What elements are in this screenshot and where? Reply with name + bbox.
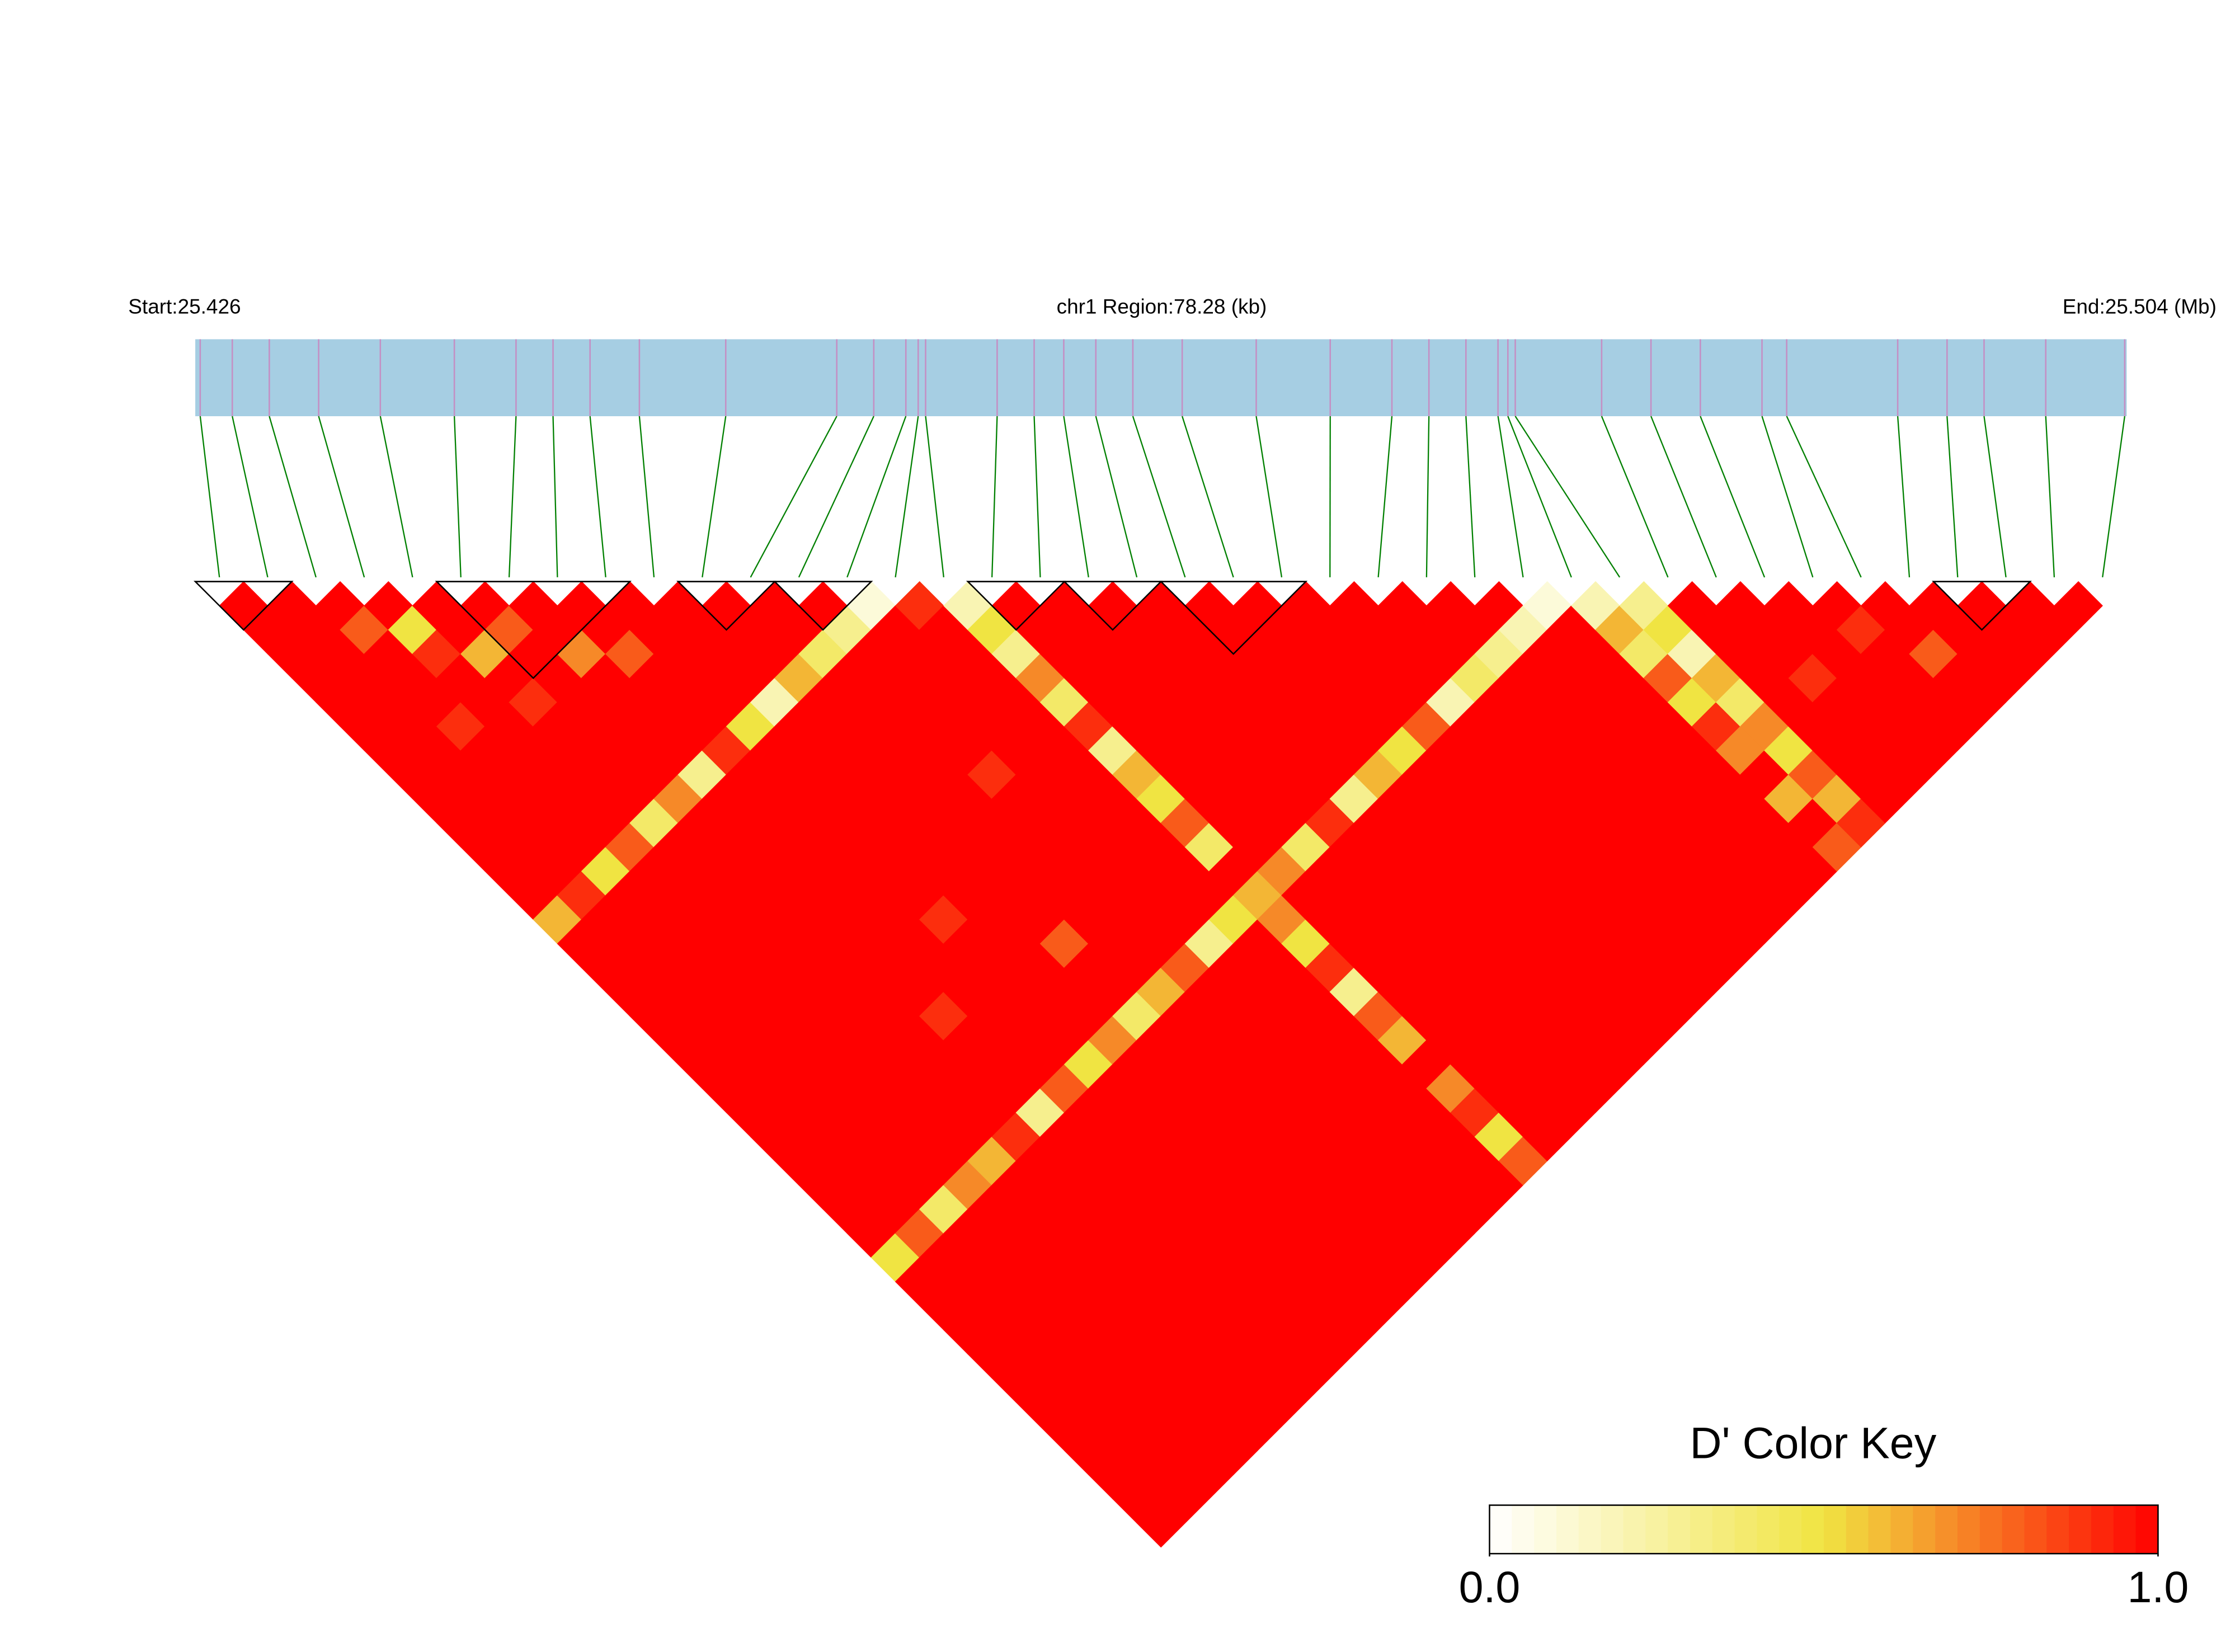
snp-connector bbox=[2102, 416, 2125, 578]
snp-connector bbox=[1761, 416, 1814, 578]
snp-connector bbox=[1377, 416, 1393, 578]
snp-connector bbox=[1033, 416, 1041, 577]
color-key-step bbox=[1556, 1505, 1579, 1554]
snp-connector bbox=[702, 416, 727, 578]
color-key-step bbox=[1623, 1505, 1646, 1554]
snp-connector bbox=[1425, 416, 1430, 577]
color-key-step bbox=[1957, 1505, 1980, 1554]
color-key-step bbox=[1512, 1505, 1535, 1554]
color-key-tick-label: 1.0 bbox=[2128, 1562, 2189, 1612]
snp-connector bbox=[1897, 416, 1911, 577]
color-key-step bbox=[1868, 1505, 1891, 1554]
snp-connector bbox=[199, 416, 220, 578]
snp-connector bbox=[589, 416, 606, 578]
start-label: Start:25.426 bbox=[128, 295, 241, 318]
color-key-step bbox=[1846, 1505, 1869, 1554]
snp-connector bbox=[1983, 416, 2007, 578]
ld-block bbox=[966, 581, 1066, 631]
snp-connector bbox=[1497, 416, 1524, 578]
chart-title: chr1 Region:78.28 (kb) bbox=[1057, 295, 1267, 318]
color-key-step bbox=[1734, 1505, 1758, 1554]
snp-connector bbox=[798, 416, 874, 578]
ld-block bbox=[435, 581, 632, 679]
snp-connector bbox=[1132, 416, 1186, 578]
ld-cell bbox=[2054, 581, 2103, 630]
ld-block bbox=[773, 581, 873, 631]
snp-connector bbox=[1465, 416, 1476, 577]
color-key-border bbox=[1489, 1504, 2159, 1555]
snp-connector bbox=[1255, 416, 1283, 578]
color-key-step bbox=[2135, 1505, 2159, 1554]
color-key-step bbox=[2024, 1505, 2048, 1554]
position-bar bbox=[195, 339, 2127, 416]
ld-block bbox=[1062, 581, 1163, 631]
snp-connector bbox=[379, 416, 413, 578]
snp-connector bbox=[1946, 416, 1959, 577]
color-key-step bbox=[1645, 1505, 1668, 1554]
color-key-step bbox=[1578, 1505, 1602, 1554]
snp-connector bbox=[232, 416, 269, 578]
color-key-step bbox=[2069, 1505, 2092, 1554]
color-key-step bbox=[1668, 1505, 1691, 1554]
color-key-step bbox=[1601, 1505, 1624, 1554]
color-key-tick-label: 0.0 bbox=[1459, 1562, 1521, 1612]
snp-connector bbox=[1650, 416, 1717, 578]
snp-connector bbox=[638, 416, 655, 578]
snp-connector bbox=[269, 416, 317, 578]
color-key-step bbox=[2046, 1505, 2069, 1554]
snp-connector bbox=[750, 416, 837, 578]
color-key-step bbox=[1913, 1505, 1936, 1554]
ld-block bbox=[1932, 581, 2032, 631]
color-key-step bbox=[1712, 1505, 1735, 1554]
snp-connector bbox=[895, 416, 919, 578]
ld-block bbox=[193, 581, 294, 631]
snp-connector bbox=[1514, 416, 1621, 578]
color-key-step bbox=[1890, 1505, 1914, 1554]
color-key-step bbox=[2113, 1505, 2137, 1554]
snp-connector bbox=[508, 416, 517, 577]
snp-connector bbox=[552, 416, 558, 577]
color-key-step bbox=[1979, 1505, 2003, 1554]
snp-connector bbox=[1095, 416, 1138, 578]
snp-connector bbox=[846, 416, 907, 578]
ld-block bbox=[1159, 581, 1308, 655]
color-key-step bbox=[2002, 1505, 2025, 1554]
ld-block bbox=[676, 581, 777, 631]
color-key-step bbox=[1823, 1505, 1847, 1554]
color-key-step bbox=[1690, 1505, 1713, 1554]
snp-connector bbox=[453, 416, 462, 577]
color-key-step bbox=[1935, 1505, 1958, 1554]
snp-connector bbox=[1700, 416, 1766, 578]
end-label: End:25.504 (Mb) bbox=[2063, 295, 2217, 318]
snp-connector bbox=[1507, 416, 1572, 578]
color-key-step bbox=[1757, 1505, 1780, 1554]
snp-connector bbox=[925, 416, 944, 578]
snp-connector bbox=[318, 416, 365, 578]
snp-connector bbox=[1182, 416, 1234, 578]
snp-connector bbox=[2045, 416, 2055, 577]
snp-connector bbox=[1601, 416, 1669, 578]
color-key-step bbox=[1489, 1505, 1513, 1554]
color-key-title: D' Color Key bbox=[1690, 1418, 1936, 1467]
color-key-step bbox=[1779, 1505, 1802, 1554]
snp-connector bbox=[1786, 416, 1862, 578]
snp-connector bbox=[1063, 416, 1089, 578]
color-key-step bbox=[1801, 1505, 1824, 1554]
color-key-step bbox=[2091, 1505, 2114, 1554]
snp-connector bbox=[991, 416, 998, 577]
color-key-step bbox=[1534, 1505, 1557, 1554]
